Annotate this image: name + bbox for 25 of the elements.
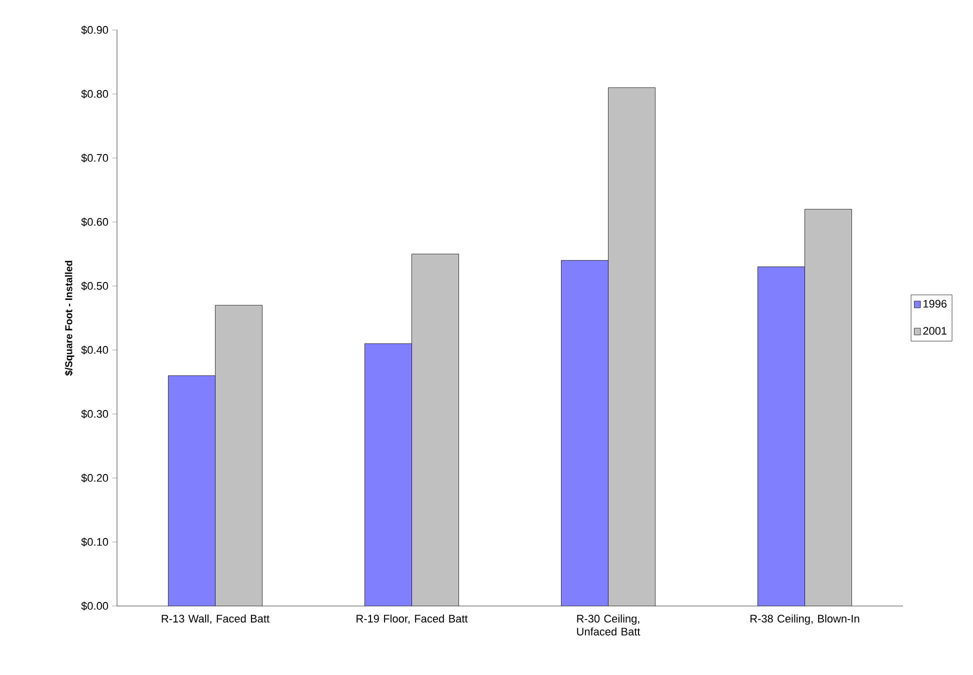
bar xyxy=(804,209,852,606)
bar xyxy=(758,266,805,606)
bar xyxy=(215,305,262,606)
y-tick-label: $0.50 xyxy=(81,282,108,290)
y-tick-label: $0.30 xyxy=(81,410,108,418)
x-tick-label: R-38 Ceiling, Blown-In xyxy=(750,614,860,625)
y-tick-label: $0.60 xyxy=(81,218,108,226)
legend-label: 1996 xyxy=(924,300,947,308)
bar xyxy=(168,376,216,606)
bar xyxy=(412,254,459,606)
y-tick-label: $0.10 xyxy=(81,538,108,546)
y-axis-title: $/Square Foot - Installed xyxy=(64,260,74,376)
y-tick-label: $0.70 xyxy=(81,154,108,162)
y-tick-label: $0.00 xyxy=(81,602,108,610)
bar xyxy=(608,88,656,606)
x-tick-label: R-30 Ceiling, Unfaced Batt xyxy=(577,614,640,636)
y-tick-label: $0.90 xyxy=(81,26,108,34)
y-tick-label: $0.20 xyxy=(81,474,108,482)
x-tick-label: R-19 Floor, Faced Batt xyxy=(356,614,468,624)
y-tick-label: $0.80 xyxy=(81,90,108,98)
bar xyxy=(561,260,608,606)
x-tick-label: R-13 Wall, Faced Batt xyxy=(162,614,270,624)
legend-label: 2001 xyxy=(923,326,947,335)
y-tick-label: $0.40 xyxy=(81,346,108,354)
bar xyxy=(364,344,412,606)
